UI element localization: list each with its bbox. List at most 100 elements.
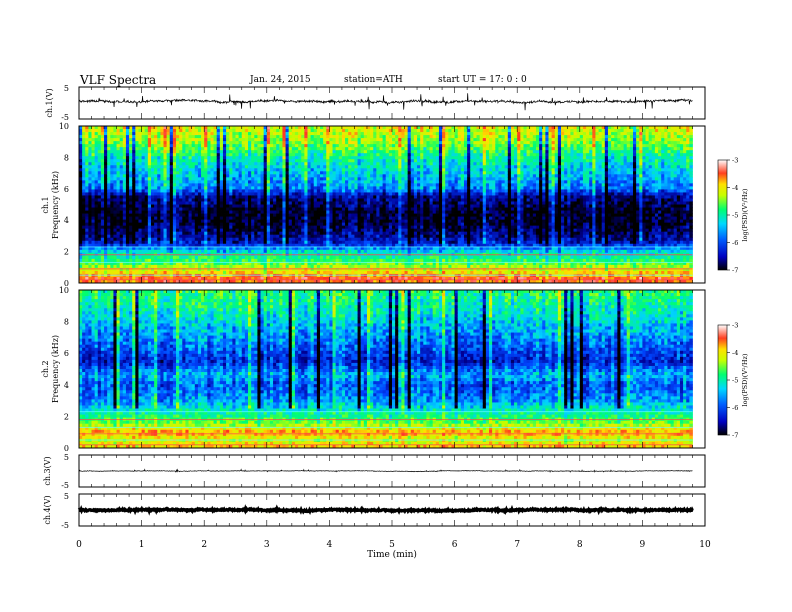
spectrogram-cell <box>145 135 149 138</box>
spectrogram-cell <box>79 241 83 244</box>
spectrogram-cell <box>123 220 127 223</box>
spectrogram-cell <box>170 232 174 235</box>
spectrogram-cell <box>126 268 130 271</box>
spectrogram-cell <box>160 186 164 189</box>
spectrogram-cell <box>92 232 96 235</box>
spectrogram-cell <box>167 220 171 223</box>
spectrogram-cell <box>173 229 177 232</box>
spectrogram-cell <box>154 220 158 223</box>
spectrogram-cell <box>145 274 149 277</box>
spectrogram-cell <box>113 232 117 235</box>
spectrogram-cell <box>157 150 161 153</box>
spectrogram-cell <box>138 241 142 244</box>
spectrogram-cell <box>151 250 155 253</box>
spectrogram-cell <box>104 205 108 208</box>
spectrogram-cell <box>101 238 105 241</box>
spectrogram-cell <box>110 201 114 204</box>
spectrogram-cell <box>160 256 164 259</box>
spectrogram-cell <box>79 135 83 138</box>
spectrogram-cell <box>117 174 121 177</box>
spectrogram-cell <box>82 250 86 253</box>
spectrogram-cell <box>145 141 149 144</box>
spectrogram-cell <box>132 238 136 241</box>
spectrogram-cell <box>170 217 174 220</box>
spectrogram-cell <box>113 168 117 171</box>
spectrogram-cell <box>92 171 96 174</box>
spectrogram-cell <box>148 144 152 147</box>
spectrogram-cell <box>117 165 121 168</box>
spectrogram-cell <box>129 165 133 168</box>
spectrogram-cell <box>142 235 146 238</box>
spectrogram-cell <box>110 214 114 217</box>
spectrogram-cell <box>110 165 114 168</box>
spectrogram-cell <box>113 189 117 192</box>
spectrogram-cell <box>167 223 171 226</box>
spectrogram-cell <box>88 211 92 214</box>
spectrogram-cell <box>101 186 105 189</box>
spectrogram-cell <box>92 241 96 244</box>
spectrogram-cell <box>129 144 133 147</box>
spectrogram-cell <box>160 180 164 183</box>
spectrogram-cell <box>98 192 102 195</box>
spectrogram-cell <box>151 217 155 220</box>
spectrogram-cell <box>170 126 174 129</box>
spectrogram-cell <box>157 165 161 168</box>
spectrogram-cell <box>138 250 142 253</box>
spectrogram-cell <box>95 217 99 220</box>
spectrogram-cell <box>164 162 168 165</box>
spectrogram-cell <box>160 159 164 162</box>
spectrogram-cell <box>142 259 146 262</box>
spectrogram-cell <box>123 229 127 232</box>
spectrogram-cell <box>113 235 117 238</box>
spectrogram-cell <box>145 201 149 204</box>
spectrogram-cell <box>101 174 105 177</box>
spectrogram-cell <box>113 259 117 262</box>
spectrogram-cell <box>107 208 111 211</box>
spectrogram-cell <box>126 165 130 168</box>
spectrogram-cell <box>85 168 89 171</box>
spectrogram-cell <box>145 223 149 226</box>
spectrogram-cell <box>120 153 124 156</box>
spectrogram-cell <box>88 135 92 138</box>
spectrogram-cell <box>85 162 89 165</box>
spectrogram-cell <box>132 168 136 171</box>
spectrogram-cell <box>79 238 83 241</box>
spectrogram-cell <box>170 141 174 144</box>
spectrogram-cell <box>160 162 164 165</box>
spectrogram-cell <box>173 268 177 271</box>
spectrogram-cell <box>85 144 89 147</box>
spectrogram-cell <box>138 180 142 183</box>
spectrogram-cell <box>92 177 96 180</box>
spectrogram-cell <box>107 168 111 171</box>
spectrogram-cell <box>120 235 124 238</box>
spectrogram-cell <box>120 129 124 132</box>
spectrogram-cell <box>92 198 96 201</box>
spectrogram-cell <box>145 192 149 195</box>
spectrogram-cell <box>88 153 92 156</box>
spectrogram-cell <box>82 220 86 223</box>
spectrogram-cell <box>92 195 96 198</box>
spectrogram-cell <box>104 153 108 156</box>
spectrogram-cell <box>98 238 102 241</box>
spectrogram-cell <box>142 162 146 165</box>
spectrogram-cell <box>104 250 108 253</box>
spectrogram-cell <box>148 229 152 232</box>
spectrogram-cell <box>126 265 130 268</box>
spectrogram-cell <box>101 235 105 238</box>
spectrogram-cell <box>135 132 139 135</box>
spectrogram-cell <box>117 150 121 153</box>
spectrogram-cell <box>145 126 149 129</box>
spectrogram-cell <box>170 165 174 168</box>
spectrogram-cell <box>164 159 168 162</box>
spectrogram-cell <box>148 198 152 201</box>
spectrogram-cell <box>117 156 121 159</box>
spectrogram-cell <box>126 132 130 135</box>
spectrogram-cell <box>79 214 83 217</box>
spectrogram-cell <box>123 214 127 217</box>
spectrogram-cell <box>82 141 86 144</box>
spectrogram-cell <box>138 147 142 150</box>
spectrogram-cell <box>170 250 174 253</box>
spectrogram-cell <box>151 211 155 214</box>
spectrogram-cell <box>167 211 171 214</box>
spectrogram-cell <box>132 259 136 262</box>
